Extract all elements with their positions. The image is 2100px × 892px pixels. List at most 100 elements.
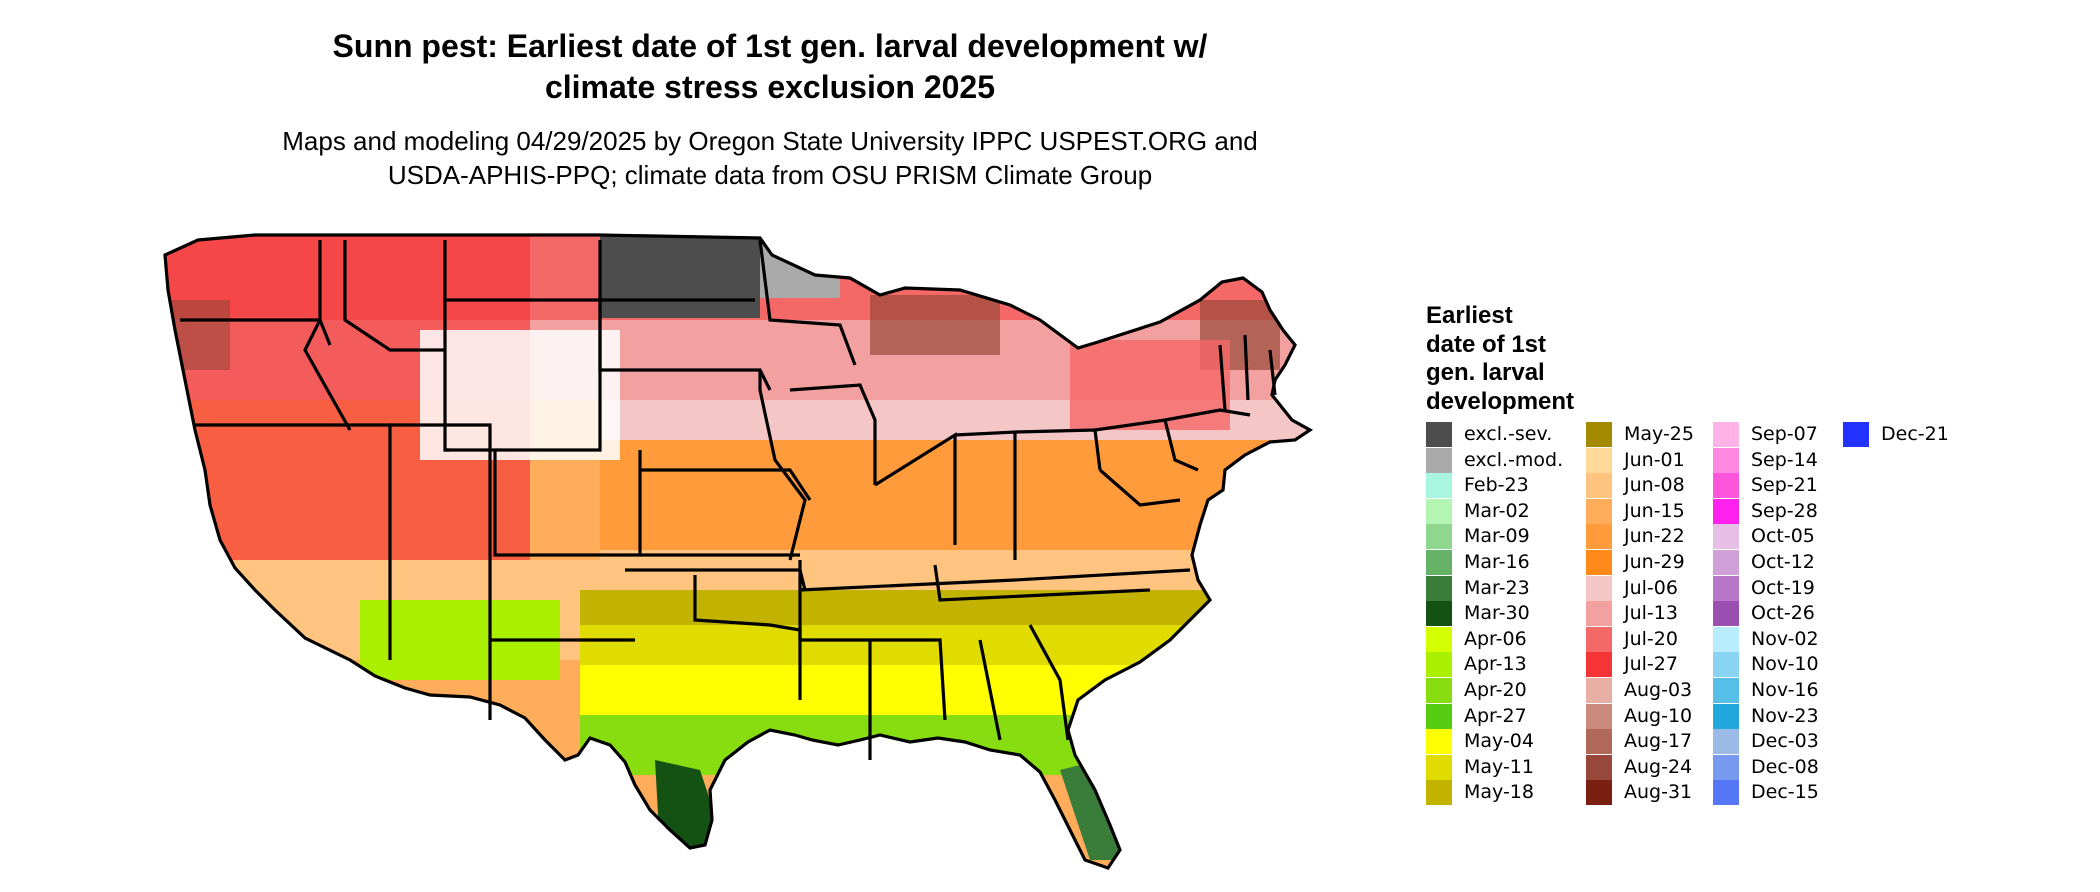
legend-label: Aug-03 [1624, 679, 1693, 701]
legend-swatch [1586, 447, 1612, 473]
legend-swatch [1713, 498, 1739, 524]
legend-swatch [1713, 754, 1739, 780]
legend-label: Dec-08 [1751, 755, 1819, 778]
legend-swatch [1586, 652, 1612, 678]
legend-swatch [1426, 754, 1452, 780]
legend-label: Jun-29 [1624, 551, 1685, 573]
legend-label: Jul-13 [1624, 602, 1678, 625]
legend-swatch [1426, 780, 1452, 806]
legend-label: Aug-24 [1624, 755, 1693, 778]
legend-label: Mar-09 [1464, 525, 1530, 548]
legend-label: Apr-27 [1464, 704, 1527, 727]
title-line-1: Sunn pest: Earliest date of 1st gen. lar… [332, 28, 1208, 64]
legend-label: Oct-12 [1751, 551, 1815, 573]
us-map [150, 220, 1410, 890]
legend-label: Nov-02 [1751, 627, 1819, 650]
legend-label: Oct-26 [1751, 602, 1815, 625]
legend-label: Dec-21 [1881, 423, 1949, 445]
legend-swatch [1426, 422, 1452, 447]
legend-swatch [1426, 550, 1452, 575]
legend-label: Mar-16 [1464, 551, 1530, 573]
legend-swatch [1713, 550, 1739, 575]
legend-swatch [1426, 601, 1452, 627]
legend-swatch [1426, 729, 1452, 755]
legend-swatch [1586, 601, 1612, 627]
legend-swatch [1586, 498, 1612, 524]
legend-swatch [1426, 678, 1452, 703]
legend-label: Aug-17 [1624, 730, 1693, 753]
legend-label: Sep-07 [1751, 423, 1818, 445]
legend-label: excl.-mod. [1464, 448, 1564, 471]
legend-label: Nov-16 [1751, 679, 1819, 701]
map-title: Sunn pest: Earliest date of 1st gen. lar… [200, 26, 1340, 108]
legend-label: Jul-06 [1624, 576, 1678, 599]
legend-swatch [1426, 652, 1452, 678]
legend-label: Jun-15 [1624, 499, 1685, 522]
legend-label: Nov-10 [1751, 653, 1819, 676]
legend-title-line: gen. larval [1426, 359, 1545, 386]
legend-swatch [1426, 447, 1452, 473]
legend-swatch [1586, 678, 1612, 703]
legend-swatch [1713, 626, 1739, 652]
legend-label: Apr-20 [1464, 679, 1527, 701]
title-line-2: climate stress exclusion 2025 [544, 69, 996, 105]
legend-label: Mar-23 [1464, 576, 1530, 599]
legend-swatch [1586, 780, 1612, 806]
legend-label: Apr-13 [1464, 653, 1527, 676]
legend-swatch [1713, 473, 1739, 499]
legend-label: May-25 [1624, 423, 1694, 445]
legend-swatch [1586, 729, 1612, 755]
legend-swatch [1586, 575, 1612, 601]
map-subtitle: Maps and modeling 04/29/2025 by Oregon S… [200, 124, 1340, 192]
legend-swatch [1586, 524, 1612, 550]
legend-label: Dec-03 [1751, 730, 1819, 753]
legend-swatch [1713, 524, 1739, 550]
state-borders [163, 233, 1312, 870]
legend-title-line: date of 1st [1426, 330, 1547, 358]
legend-label: Aug-10 [1624, 704, 1693, 727]
legend-label: Oct-19 [1751, 576, 1815, 599]
legend-swatch [1426, 498, 1452, 524]
legend-swatch [1713, 729, 1739, 755]
legend-label: Apr-06 [1464, 627, 1527, 650]
legend-label: Jul-20 [1624, 627, 1678, 650]
legend-swatch [1586, 754, 1612, 780]
legend-title-line: development [1426, 387, 1575, 415]
legend-swatch [1713, 780, 1739, 806]
legend-swatch [1586, 473, 1612, 499]
legend-label: Jun-08 [1624, 474, 1685, 497]
legend-label: Jun-01 [1624, 448, 1685, 471]
legend-label: Jul-27 [1624, 653, 1678, 676]
legend-label: Oct-05 [1751, 525, 1815, 548]
legend-label: Sep-21 [1751, 474, 1818, 497]
legend-label: Sep-14 [1751, 448, 1818, 471]
legend-label: Feb-23 [1464, 474, 1529, 497]
legend-swatch [1586, 550, 1612, 575]
legend-swatch [1713, 575, 1739, 601]
legend-swatch [1586, 626, 1612, 652]
legend-label: May-11 [1464, 755, 1534, 778]
legend-label: Mar-30 [1464, 602, 1530, 625]
legend-swatch [1713, 703, 1739, 729]
legend-label: Jun-22 [1624, 525, 1685, 548]
legend-title: Earliest date of 1st gen. larval develop… [1426, 302, 1626, 416]
legend-label: excl.-sev. [1464, 423, 1553, 445]
legend-swatch [1713, 422, 1739, 447]
legend-label: May-18 [1464, 781, 1534, 804]
us-map-svg [163, 233, 1312, 870]
legend-swatch [1713, 652, 1739, 678]
legend-swatch [1426, 575, 1452, 601]
legend-swatch [1586, 422, 1612, 447]
legend-swatch [1426, 626, 1452, 652]
legend-label: Mar-02 [1464, 499, 1530, 522]
legend-label: Sep-28 [1751, 499, 1818, 522]
subtitle-line-1: Maps and modeling 04/29/2025 by Oregon S… [282, 126, 1258, 156]
legend-label: Nov-23 [1751, 704, 1819, 727]
legend-swatch [1426, 703, 1452, 729]
legend-swatch [1713, 601, 1739, 627]
legend-swatch [1426, 524, 1452, 550]
legend-label: Aug-31 [1624, 781, 1693, 804]
legend-title-line: Earliest [1426, 302, 1513, 329]
legend-label: Dec-15 [1751, 781, 1819, 804]
legend-swatch [1426, 473, 1452, 499]
